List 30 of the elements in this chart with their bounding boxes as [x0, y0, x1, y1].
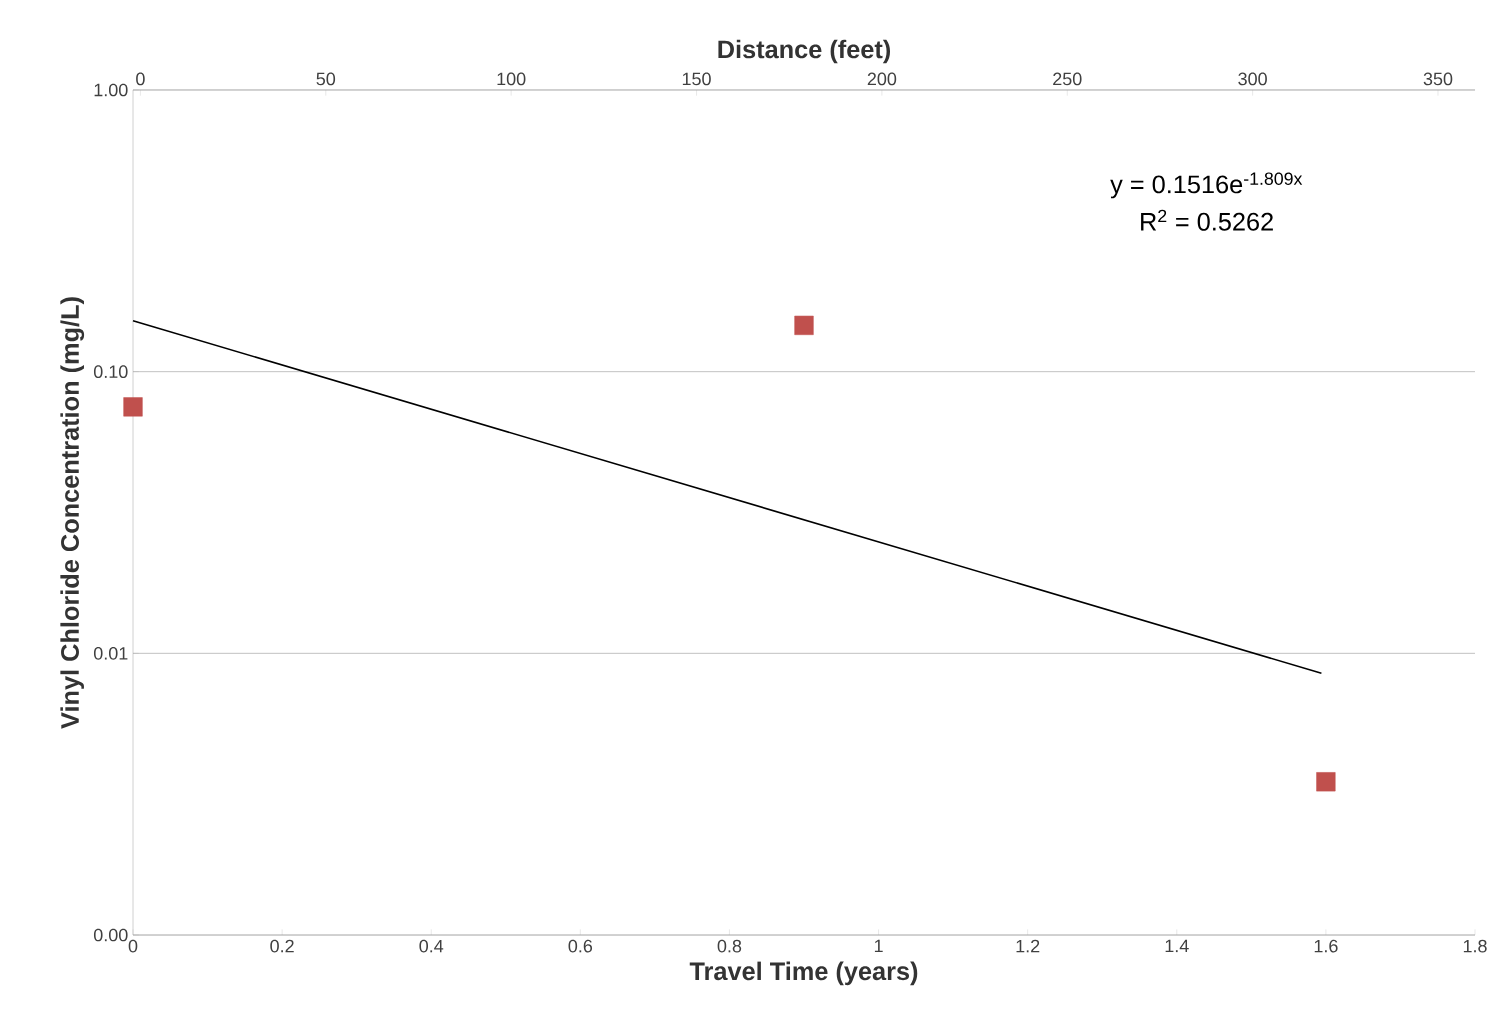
- x-axis-title: Travel Time (years): [689, 961, 918, 986]
- x2-tick-label: 250: [1053, 72, 1082, 86]
- y-tick-label: 0.00: [93, 928, 128, 942]
- x-tick-label: 1.2: [1016, 939, 1040, 953]
- x2-tick-label: 300: [1238, 72, 1267, 86]
- x2-tick-label: 200: [867, 72, 897, 86]
- y-tick-label: 1.00: [94, 83, 128, 97]
- y-axis-title: Vinyl Chloride Concentration (mg/L): [60, 297, 85, 729]
- x2-tick-label: 100: [497, 72, 526, 86]
- y-tick-label: 0.10: [93, 365, 128, 379]
- annotation: y = 0.1516e$^{-1.809x}$: [1110, 172, 1303, 199]
- x2-tick-label: 50: [316, 72, 336, 86]
- x-tick-label: 0.4: [419, 939, 444, 953]
- x-tick-label: 1.4: [1165, 939, 1189, 953]
- annotation: R$^{2}$ = 0.5262: [1141, 209, 1273, 231]
- y-tick-label: 0.01: [93, 646, 128, 660]
- x2-tick-label: 350: [1423, 72, 1453, 86]
- x2-tick-label: 150: [682, 72, 711, 86]
- x-tick-label: 0.8: [717, 939, 742, 953]
- x-tick-label: 0.2: [270, 939, 294, 953]
- point: [794, 315, 814, 335]
- x2-axis-title: Distance (feet): [718, 39, 891, 64]
- point: [123, 397, 143, 417]
- x-tick-label: 1: [874, 939, 883, 953]
- x-tick-label: 0: [128, 939, 138, 953]
- x-tick-label: 1.8: [1463, 939, 1487, 953]
- point: [1316, 772, 1336, 792]
- x-tick-label: 0.6: [568, 939, 593, 953]
- x2-tick-label: 0: [136, 72, 145, 86]
- x-tick-label: 1.6: [1314, 939, 1338, 953]
